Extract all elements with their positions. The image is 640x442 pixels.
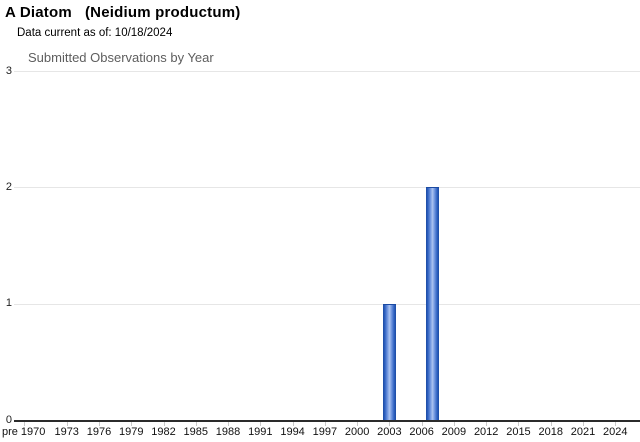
x-axis-tick [357, 422, 359, 426]
x-axis-tick [131, 422, 133, 426]
x-axis-label: 1994 [280, 426, 305, 438]
x-axis-label: 2006 [409, 426, 434, 438]
x-axis-tick [324, 422, 326, 426]
x-axis-label: 1973 [54, 426, 79, 438]
x-axis-label: 1982 [151, 426, 176, 438]
gridline [14, 187, 640, 189]
gridline [14, 303, 640, 305]
x-axis-tick [23, 422, 25, 426]
x-axis-tick [486, 422, 488, 426]
x-axis-label: 2024 [603, 426, 628, 438]
x-axis-tick [260, 422, 262, 426]
data-current-date: Data current as of: 10/18/2024 [17, 27, 173, 39]
x-axis-label: pre 1970 [1, 426, 46, 438]
x-axis-tick [615, 422, 617, 426]
x-axis-label: 1991 [248, 426, 273, 438]
x-axis-label: 2021 [570, 426, 596, 438]
x-axis-label: 2015 [506, 426, 531, 438]
x-axis-tick [66, 422, 68, 426]
x-axis-tick [389, 422, 391, 426]
x-axis-tick [582, 422, 584, 426]
y-axis-label: 1 [5, 297, 12, 310]
x-axis-tick [98, 422, 100, 426]
x-axis-tick [195, 422, 197, 426]
x-axis-label: 1979 [118, 426, 144, 438]
x-axis-tick [518, 422, 520, 426]
x-axis-label: 2003 [377, 426, 402, 438]
x-axis-tick [292, 422, 294, 426]
x-axis-label: 1988 [215, 426, 241, 438]
x-axis-label: 1976 [86, 426, 112, 438]
x-axis-tick [421, 422, 423, 426]
page-title: A Diatom (Neidium productum) [5, 4, 241, 21]
bar[interactable] [382, 303, 396, 420]
plot-area [14, 71, 640, 422]
x-axis-label: 2018 [538, 426, 563, 438]
x-axis-label: 1997 [312, 426, 338, 438]
x-axis-tick [163, 422, 165, 426]
y-axis-label: 3 [5, 64, 12, 77]
x-axis-label: 2012 [473, 426, 499, 438]
x-axis-tick [228, 422, 230, 426]
y-axis-label: 2 [5, 180, 12, 193]
bar[interactable] [425, 187, 439, 420]
x-axis-tick [453, 422, 455, 426]
gridline [14, 71, 640, 72]
y-axis-label: 0 [5, 413, 12, 426]
x-axis-label: 2000 [344, 426, 370, 438]
x-axis-label: 1985 [183, 426, 208, 438]
chart-title: Submitted Observations by Year [28, 50, 214, 65]
x-axis-tick [550, 422, 552, 426]
x-axis-label: 2009 [441, 426, 467, 438]
